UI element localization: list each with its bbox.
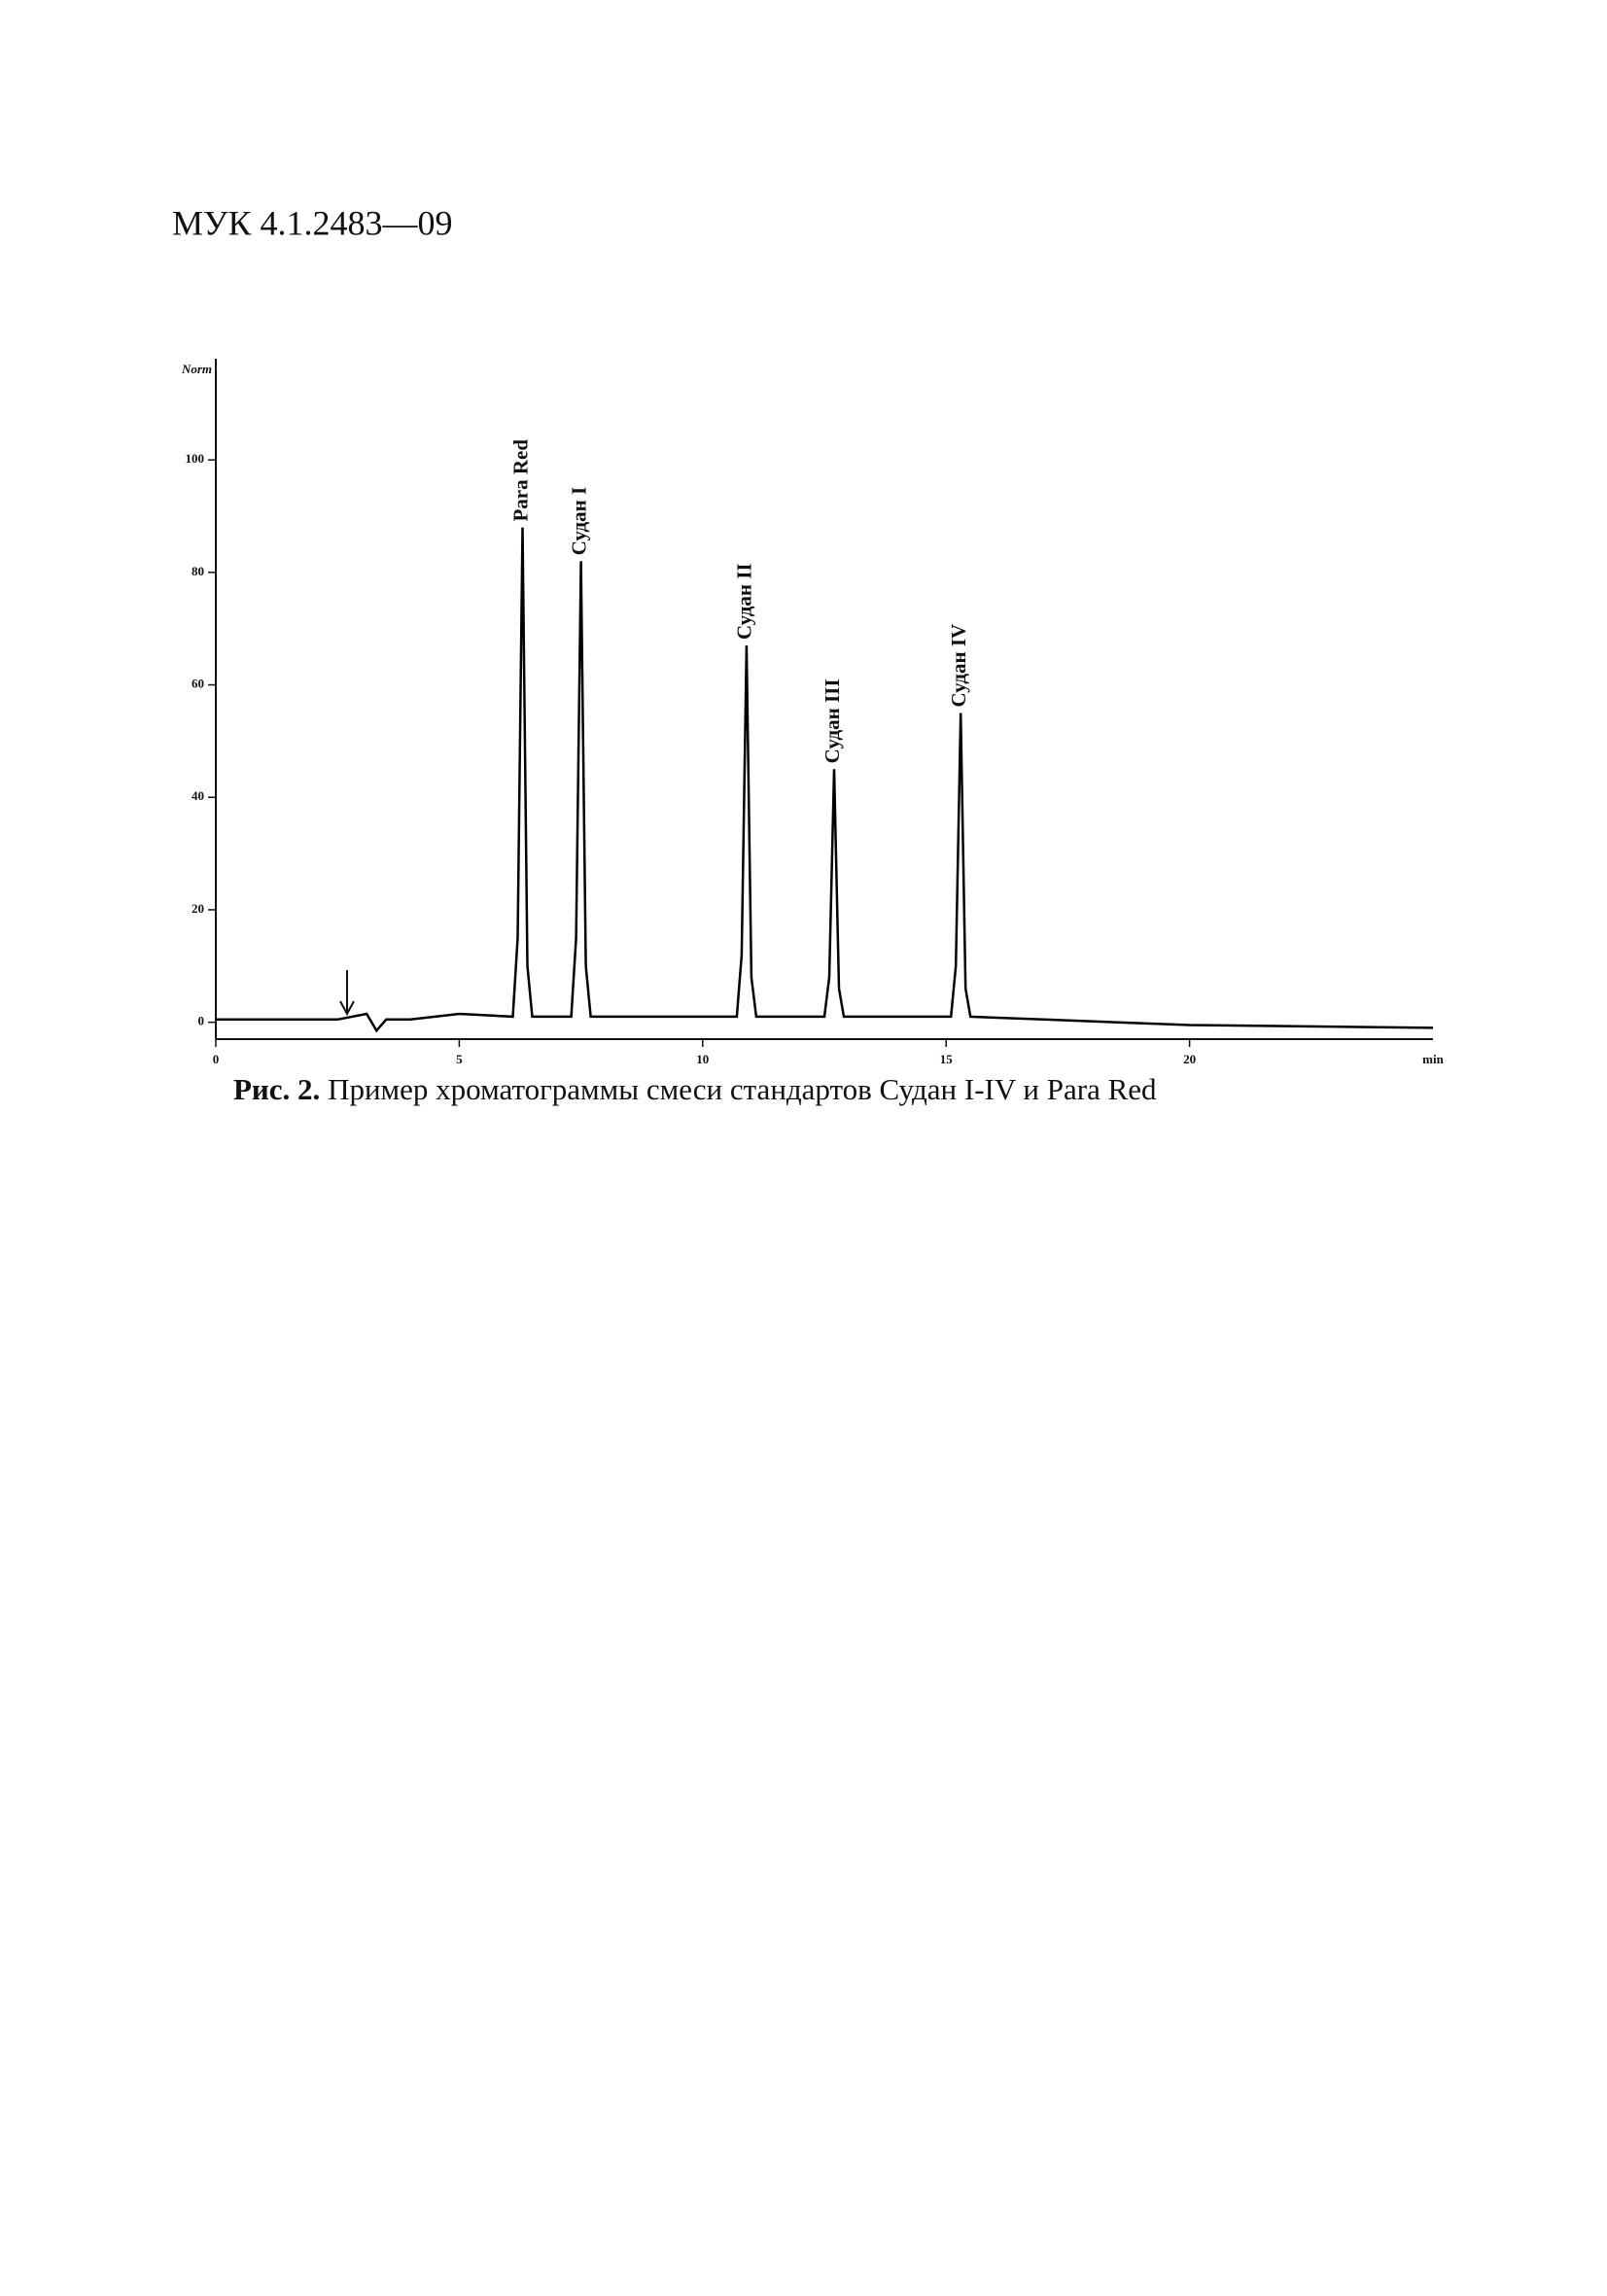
figure-caption: Рис. 2. Пример хроматограммы смеси станд… [233, 1072, 1157, 1106]
y-tick-label: 60 [192, 677, 204, 691]
peak-label: Судан II [733, 563, 756, 640]
x-tick-label: 15 [940, 1052, 954, 1066]
x-tick-label: 5 [456, 1052, 463, 1066]
x-tick-label: 0 [213, 1052, 220, 1066]
y-tick-label: 20 [192, 901, 204, 916]
doc-code: МУК 4.1.2483—09 [172, 203, 453, 242]
x-tick-label: 20 [1183, 1052, 1196, 1066]
peak-label: Судан I [567, 487, 590, 555]
injection-arrow [339, 970, 355, 1017]
y-tick-label: 40 [192, 788, 204, 803]
peak-label: Para Red [508, 439, 532, 522]
x-tick-label: 10 [696, 1052, 709, 1066]
caption-text: Пример хроматограммы смеси стандартов Су… [328, 1072, 1157, 1106]
y-axis-label: Norm [181, 362, 212, 376]
y-tick-label: 0 [198, 1014, 205, 1028]
peak-label: Судан IV [947, 624, 970, 708]
caption-label: Рис. 2. [233, 1072, 320, 1106]
x-axis-label: min [1422, 1052, 1444, 1066]
chromatogram-line [216, 527, 1434, 1033]
y-tick-label: 80 [192, 564, 204, 578]
y-tick-label: 100 [186, 451, 205, 466]
peak-label: Судан III [821, 679, 844, 764]
